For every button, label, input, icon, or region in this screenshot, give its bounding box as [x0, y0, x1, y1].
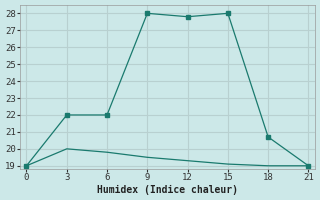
X-axis label: Humidex (Indice chaleur): Humidex (Indice chaleur): [97, 185, 238, 195]
